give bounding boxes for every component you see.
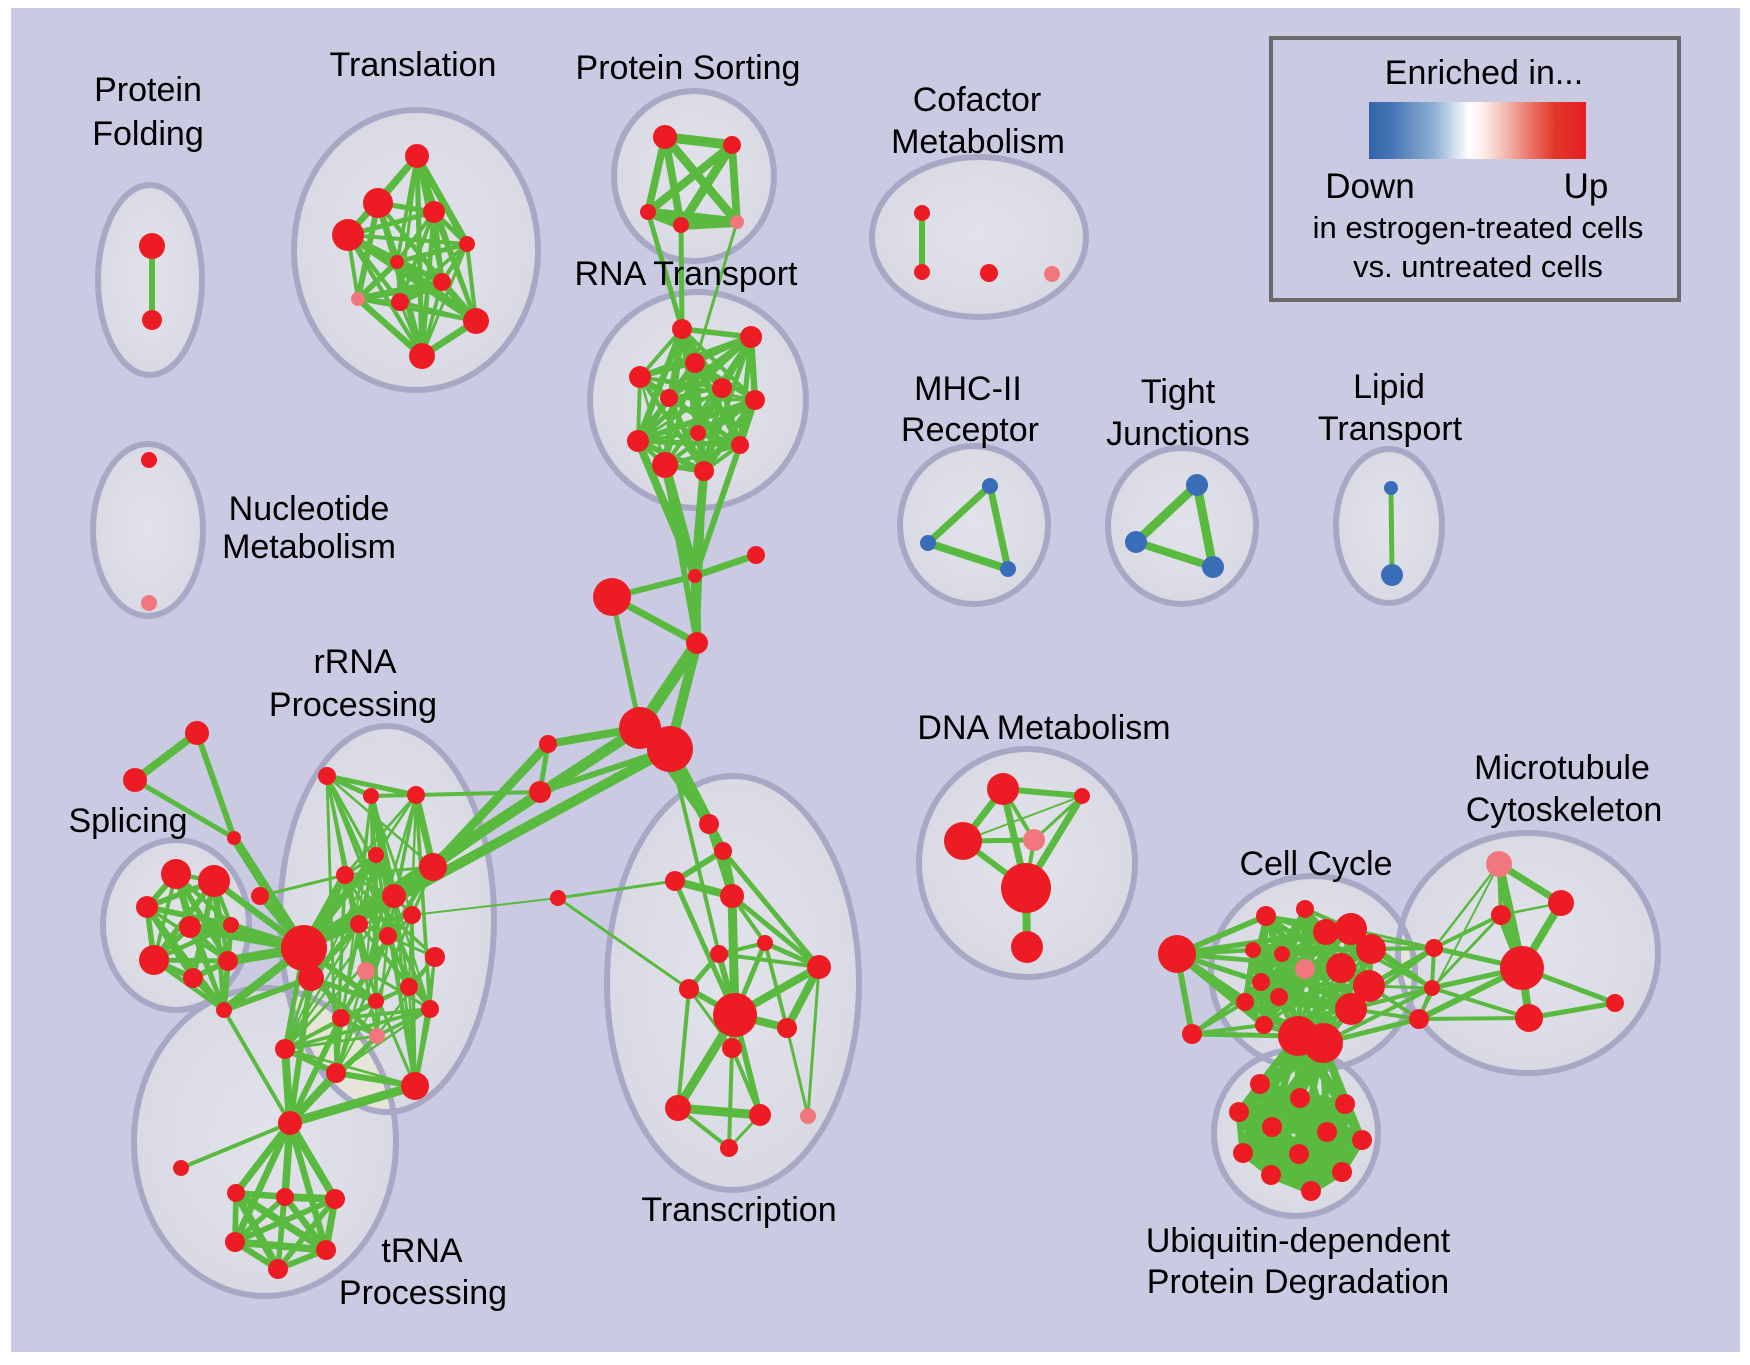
svg-text:Transcription: Transcription [641, 1191, 836, 1229]
svg-text:Splicing: Splicing [68, 802, 187, 840]
svg-text:Metabolism: Metabolism [891, 123, 1065, 161]
svg-text:RNA Transport: RNA Transport [575, 255, 799, 293]
svg-text:Transport: Transport [1318, 410, 1463, 448]
svg-text:Translation: Translation [330, 46, 497, 84]
svg-text:Down: Down [1325, 167, 1414, 206]
svg-text:Protein Sorting: Protein Sorting [576, 49, 801, 87]
svg-text:Cell Cycle: Cell Cycle [1239, 845, 1392, 883]
svg-text:Ubiquitin-dependent: Ubiquitin-dependent [1146, 1222, 1451, 1260]
svg-text:Junctions: Junctions [1106, 415, 1250, 453]
svg-text:vs. untreated cells: vs. untreated cells [1353, 249, 1603, 284]
svg-text:Protein: Protein [94, 71, 202, 109]
svg-text:Folding: Folding [92, 115, 204, 153]
svg-text:Processing: Processing [339, 1274, 507, 1312]
svg-text:Tight: Tight [1141, 373, 1216, 411]
svg-text:Microtubule: Microtubule [1474, 749, 1650, 787]
svg-text:rRNA: rRNA [313, 643, 396, 681]
svg-text:Metabolism: Metabolism [222, 528, 396, 566]
svg-text:Lipid: Lipid [1353, 368, 1425, 406]
svg-text:Cytoskeleton: Cytoskeleton [1466, 791, 1663, 829]
svg-text:Up: Up [1564, 167, 1609, 206]
svg-text:DNA Metabolism: DNA Metabolism [917, 709, 1170, 747]
svg-text:Processing: Processing [269, 686, 437, 724]
svg-text:MHC-II: MHC-II [914, 370, 1022, 408]
svg-text:tRNA: tRNA [381, 1232, 463, 1270]
svg-text:Enriched in...: Enriched in... [1385, 54, 1583, 92]
svg-text:Receptor: Receptor [901, 411, 1039, 449]
svg-text:in estrogen-treated cells: in estrogen-treated cells [1313, 210, 1644, 245]
svg-text:Cofactor: Cofactor [913, 81, 1042, 119]
svg-text:Protein Degradation: Protein Degradation [1147, 1263, 1449, 1301]
svg-text:Nucleotide: Nucleotide [229, 490, 390, 528]
